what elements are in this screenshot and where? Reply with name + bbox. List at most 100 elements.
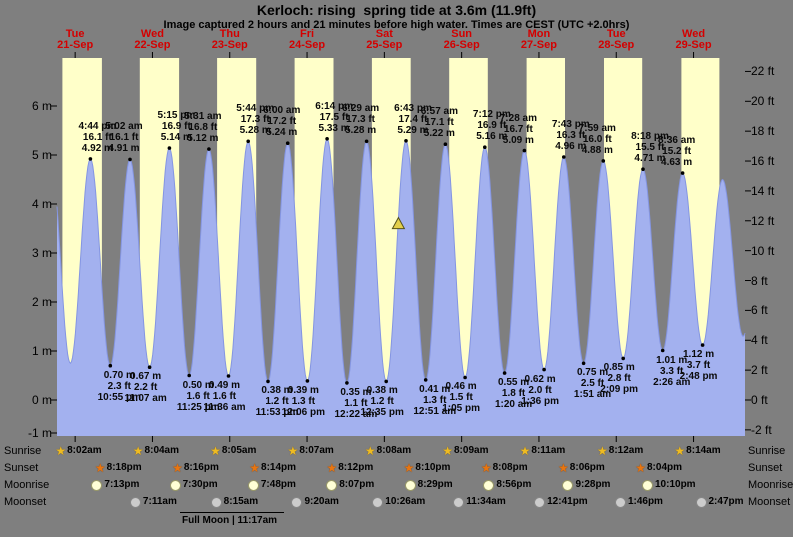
tide-label-line: 12:22 am xyxy=(334,408,378,420)
tide-label-line: 6:00 am xyxy=(263,105,301,117)
tide-label-line: 2.0 ft xyxy=(528,384,552,396)
tide-extremum-dot xyxy=(404,139,408,143)
tide-label-line: 17.2 ft xyxy=(267,116,297,128)
tide-label-line: 2.3 ft xyxy=(107,380,131,392)
sunset-time: 8:06pm xyxy=(569,462,605,473)
moonrise-entry: 9:28pm xyxy=(562,479,610,491)
sunrise-icon: ★ xyxy=(132,444,144,458)
high-tide-label: 5:31 am 16.8 ft 5.12 m xyxy=(176,111,230,144)
tide-label-line: 16.3 ft xyxy=(556,129,586,141)
tide-label-line: 2:09 pm xyxy=(600,384,639,396)
tide-label-line: 5.33 m xyxy=(318,122,350,134)
tide-extremum-dot xyxy=(621,356,625,361)
tide-label-line: 2.8 ft xyxy=(607,373,631,385)
tide-label-line: 5.09 m xyxy=(502,134,534,146)
moonrise-icon xyxy=(404,479,416,491)
high-tide-label: 6:29 am 17.3 ft 5.28 m xyxy=(334,103,388,136)
tide-label-line: 1:51 am xyxy=(573,389,612,401)
low-tide-label: 0.49 m 1.6 ft 11:36 am xyxy=(197,380,251,413)
tide-label-line: 4.91 m xyxy=(108,143,140,155)
day-date: 22-Sep xyxy=(134,39,171,51)
moonrise-entry: 7:13pm xyxy=(91,479,139,491)
sunrise-icon: ★ xyxy=(210,444,221,458)
low-tide-label: 0.38 m 1.2 ft 12:35 pm xyxy=(355,385,409,418)
sunrise-entry: ★ 8:08am xyxy=(365,445,411,457)
tide-label-line: 1:20 am xyxy=(494,399,533,411)
tide-label-line: 0.62 m xyxy=(524,373,556,385)
tide-label-line: 0.75 m xyxy=(576,367,609,379)
right-axis-label: 20 ft xyxy=(751,94,775,109)
sunset-entry: ★ 8:06pm xyxy=(558,462,605,474)
tide-label-line: 0.55 m xyxy=(498,377,530,389)
tide-curve-line xyxy=(56,138,746,384)
tide-label-line: 5:44 pm xyxy=(236,103,275,115)
tide-label-line: 1.3 ft xyxy=(291,395,316,407)
high-tide-label: 8:36 am 15.2 ft 4.63 m xyxy=(650,135,704,168)
high-tide-label: 6:14 pm 17.5 ft 5.33 m xyxy=(307,101,361,134)
moonset-row-label-right: Moonset xyxy=(748,496,791,508)
day-label: Mon 27-Sep xyxy=(501,29,577,51)
tide-extremum-dot xyxy=(187,373,191,378)
high-tide-label: 6:43 pm 17.4 ft 5.29 m xyxy=(386,103,440,136)
page-title: Kerloch: rising spring tide at 3.6m (11.… xyxy=(256,2,537,18)
sunrise-entry: ★ 8:11am xyxy=(520,445,566,457)
tide-label-line: 0.41 m xyxy=(419,383,451,395)
tide-label-line: 7:43 pm xyxy=(551,118,590,130)
high-tide-label: 7:59 am 16.0 ft 4.88 m xyxy=(570,123,624,156)
tide-label-line: 16.1 ft xyxy=(82,131,112,143)
tide-label-line: 1.2 ft xyxy=(370,396,394,408)
tide-label-line: 3.7 ft xyxy=(686,360,711,372)
sunset-entry: ★ 8:18pm xyxy=(95,462,142,474)
right-axis-label: 4 ft xyxy=(751,333,768,348)
high-tide-label: 4:44 pm 16.1 ft 4.92 m xyxy=(70,121,124,154)
sunrise-entry: ★ 8:09am xyxy=(442,445,488,457)
moonrise-time: 7:30pm xyxy=(182,479,218,490)
tide-label-line: 17.5 ft xyxy=(319,111,349,123)
tide-label-line: 4.63 m xyxy=(661,157,693,169)
tide-label-line: 4.71 m xyxy=(634,153,666,165)
sunrise-row-label-right: Sunrise xyxy=(748,445,786,457)
moonset-entry: 11:34am xyxy=(453,496,506,508)
tide-label-line: 6:57 am xyxy=(420,106,458,118)
day-name: Thu xyxy=(219,28,240,40)
left-axis-label: 1 m xyxy=(31,344,52,358)
moonrise-icon xyxy=(247,479,259,491)
tide-label-line: 3.3 ft xyxy=(660,365,684,377)
day-label: Tue 28-Sep xyxy=(578,29,654,51)
day-name: Fri xyxy=(300,28,315,40)
tide-label-line: 0.50 m xyxy=(182,379,214,391)
tide-extremum-dot xyxy=(700,343,705,347)
tide-extremum-dot xyxy=(285,141,290,145)
sunrise-entry: ★ 8:07am xyxy=(288,445,334,457)
left-axis-label: 6 m xyxy=(31,99,52,113)
tide-label-line: 5.24 m xyxy=(266,127,298,139)
tide-label-line: 0.38 m xyxy=(261,385,293,397)
tide-label-line: 16.1 ft xyxy=(109,132,139,144)
moonset-time: 7:11am xyxy=(142,496,177,507)
low-tide-label: 0.55 m 1.8 ft 1:20 am xyxy=(487,377,541,410)
moonrise-time: 7:48pm xyxy=(260,479,296,490)
sunset-time: 8:14pm xyxy=(261,462,297,473)
high-tide-label: 5:44 pm 17.3 ft 5.28 m xyxy=(228,103,282,136)
right-axis-label: 6 ft xyxy=(751,303,768,318)
sunrise-icon: ★ xyxy=(55,444,67,458)
tide-label-line: 5.16 m xyxy=(476,131,508,143)
low-tide-label: 0.39 m 1.3 ft 12:06 pm xyxy=(276,385,330,418)
tide-extremum-dot xyxy=(305,379,310,383)
moonset-icon xyxy=(372,496,384,508)
moonset-icon xyxy=(453,496,465,508)
day-label: Sat 25-Sep xyxy=(346,29,422,51)
sunset-time: 8:12pm xyxy=(338,462,374,473)
moonset-time: 11:34am xyxy=(466,496,506,507)
day-name: Wed xyxy=(140,28,164,40)
tide-extremum-dot xyxy=(108,363,113,368)
moonset-time: 8:15am xyxy=(223,496,259,507)
tide-label-line: 1.01 m xyxy=(656,354,688,366)
tide-extremum-dot xyxy=(562,155,566,159)
tide-extremum-dot xyxy=(226,374,231,378)
tide-label-line: 1.8 ft xyxy=(501,388,526,400)
day-date: 27-Sep xyxy=(520,39,557,51)
sunset-entry: ★ 8:16pm xyxy=(172,462,219,474)
tide-label-line: 15.2 ft xyxy=(662,146,692,158)
